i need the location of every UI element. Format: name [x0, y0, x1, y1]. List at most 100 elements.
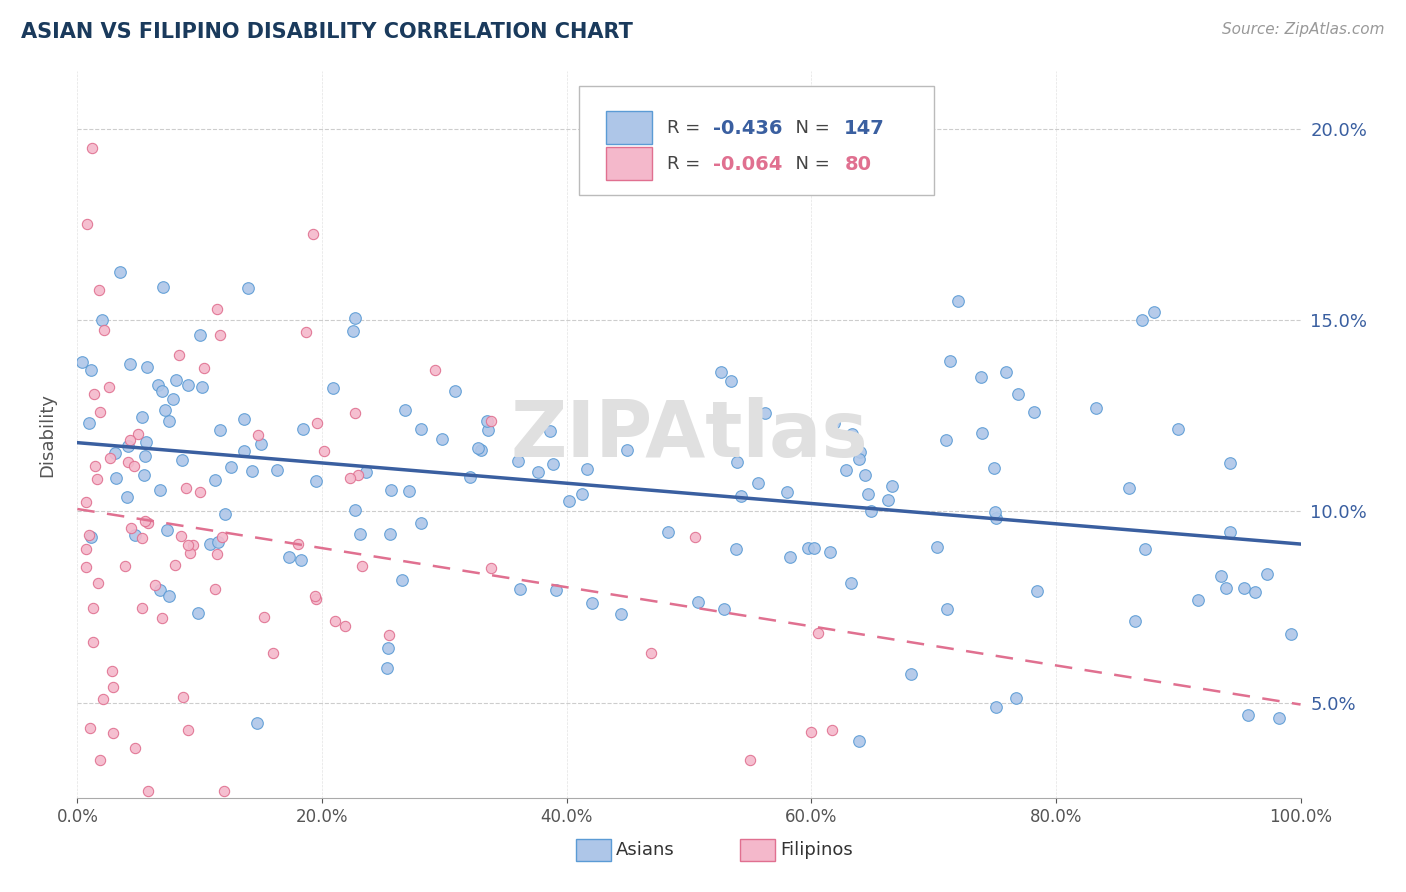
Point [75, 560, 97, 574]
Point [172, 690, 194, 704]
Point [87, 284, 110, 298]
Text: N =: N = [785, 119, 835, 137]
Point [477, 423, 499, 437]
Point [80, 530, 103, 544]
Point [972, 425, 994, 440]
Point [198, 537, 221, 551]
Point [134, 514, 156, 528]
Point [509, 582, 531, 596]
Point [856, 487, 879, 501]
Point [686, 595, 709, 609]
Point [1256, 566, 1278, 581]
Point [304, 589, 326, 603]
Point [877, 493, 900, 508]
Point [1209, 568, 1232, 582]
Point [1219, 525, 1241, 540]
Point [295, 325, 318, 339]
Point [657, 525, 679, 540]
Point [747, 475, 769, 490]
Point [1167, 421, 1189, 435]
Point [853, 468, 876, 483]
Point [250, 436, 273, 450]
Point [120, 434, 142, 448]
Text: 147: 147 [844, 119, 884, 137]
Point [730, 490, 752, 504]
Point [807, 626, 830, 640]
Point [136, 783, 159, 797]
Point [204, 473, 226, 487]
Point [467, 441, 489, 455]
Point [89, 405, 111, 419]
Point [205, 547, 228, 561]
Point [79, 721, 101, 735]
Point [83, 387, 105, 401]
Text: R =: R = [666, 119, 706, 137]
Point [90, 313, 112, 327]
Point [848, 734, 870, 748]
Point [1025, 584, 1047, 599]
Text: ZIPAtlas: ZIPAtlas [510, 397, 868, 473]
Point [969, 370, 991, 384]
Point [120, 520, 142, 534]
Point [797, 541, 820, 555]
Text: Filipinos: Filipinos [780, 841, 853, 859]
Point [946, 293, 969, 308]
Point [983, 460, 1005, 475]
Point [136, 516, 159, 530]
Point [76, 218, 98, 232]
Point [1281, 627, 1303, 641]
Point [541, 457, 564, 471]
Point [344, 310, 367, 325]
FancyBboxPatch shape [576, 839, 610, 861]
Point [100, 665, 122, 679]
Point [170, 529, 193, 543]
Point [925, 540, 948, 554]
Point [134, 467, 156, 482]
Point [114, 559, 136, 574]
Point [134, 449, 156, 463]
Text: -0.064: -0.064 [713, 155, 783, 174]
Point [208, 328, 231, 343]
Point [479, 414, 502, 428]
Point [1268, 711, 1291, 725]
Point [1130, 313, 1153, 327]
Point [89, 753, 111, 767]
Point [377, 640, 399, 655]
Point [79, 528, 101, 542]
Point [803, 541, 825, 555]
Point [314, 444, 336, 458]
Point [214, 508, 236, 522]
Point [322, 381, 344, 395]
Point [391, 574, 413, 588]
FancyBboxPatch shape [579, 86, 934, 195]
Point [149, 483, 172, 497]
Point [1233, 581, 1256, 595]
Point [246, 715, 269, 730]
Point [398, 483, 420, 498]
Point [98, 380, 121, 394]
Point [305, 592, 328, 607]
Point [935, 602, 957, 616]
Point [411, 516, 433, 530]
Point [305, 474, 328, 488]
Point [571, 487, 593, 501]
Point [1237, 707, 1260, 722]
Point [122, 459, 145, 474]
Point [839, 575, 862, 590]
Point [984, 505, 1007, 519]
Point [458, 470, 481, 484]
Point [581, 596, 603, 610]
Point [720, 374, 742, 388]
Point [378, 527, 401, 541]
FancyBboxPatch shape [741, 839, 775, 861]
Point [1143, 305, 1166, 319]
Point [82, 600, 104, 615]
Point [821, 723, 844, 738]
Point [135, 435, 157, 450]
Point [82, 635, 104, 649]
Point [818, 545, 841, 559]
Point [1219, 456, 1241, 470]
Point [86, 472, 108, 486]
Point [291, 422, 314, 436]
Point [179, 546, 201, 560]
